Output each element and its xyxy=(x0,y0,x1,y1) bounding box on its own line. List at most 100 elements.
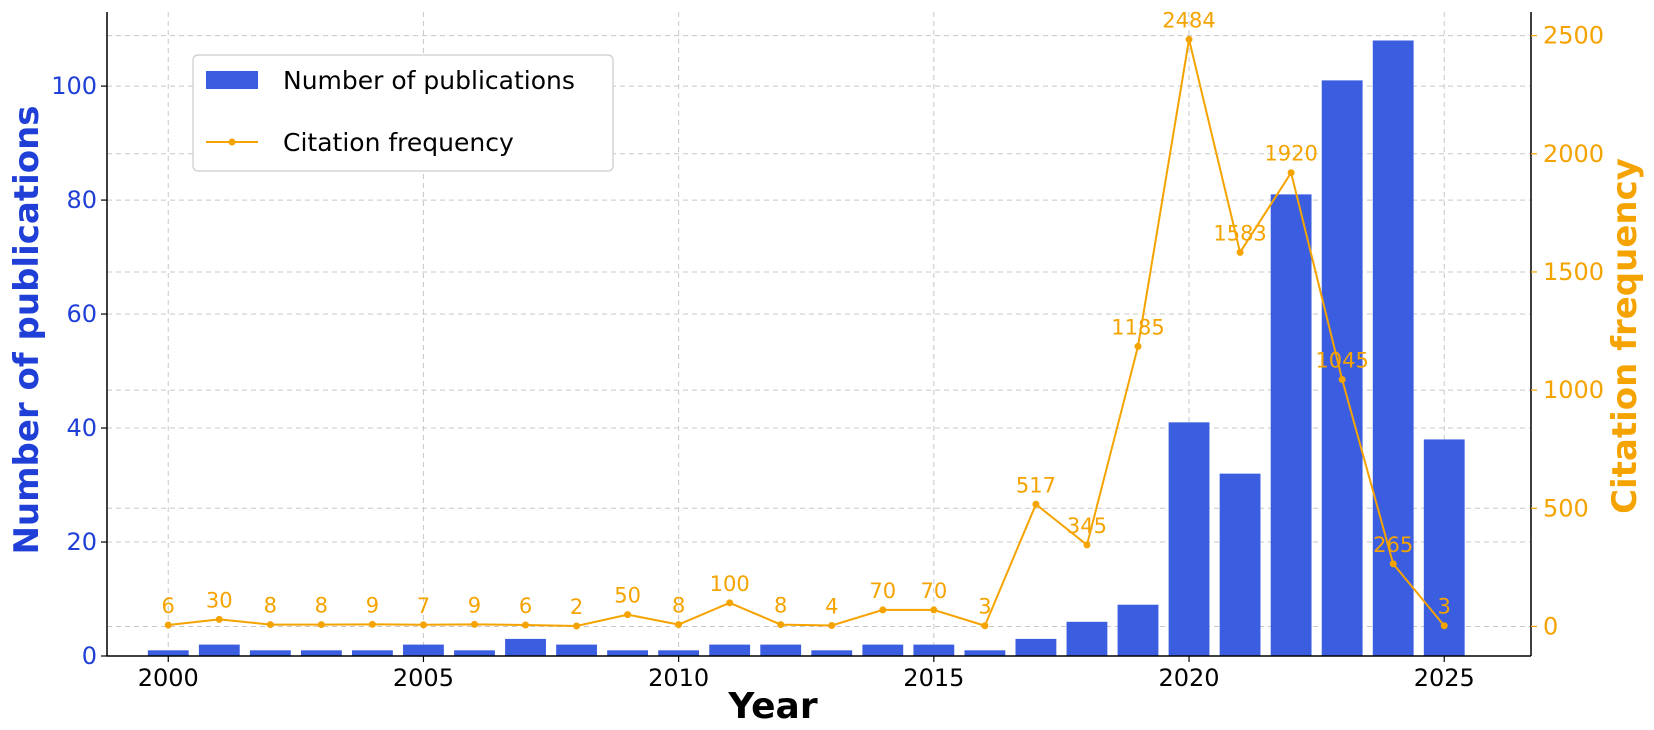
citation-data-label: 1045 xyxy=(1315,348,1368,372)
citation-point xyxy=(930,606,938,614)
citation-point xyxy=(164,621,172,629)
legend: Number of publications Citation frequenc… xyxy=(192,54,614,172)
y-tick-label-left: 80 xyxy=(66,186,97,214)
y-tick-label-right: 2500 xyxy=(1543,22,1604,50)
citation-point xyxy=(1440,622,1448,630)
citation-point xyxy=(573,622,581,630)
legend-bar-swatch xyxy=(206,71,258,89)
citation-data-label: 8 xyxy=(264,594,277,618)
citation-data-label: 50 xyxy=(614,584,641,608)
bar xyxy=(811,650,853,656)
citation-point xyxy=(879,606,887,614)
grid-layer xyxy=(107,12,1531,657)
y-tick-label-left: 0 xyxy=(82,642,97,670)
citation-data-label: 345 xyxy=(1067,514,1107,538)
legend-box xyxy=(192,54,614,172)
citation-point xyxy=(522,621,530,629)
bar xyxy=(760,644,802,656)
citation-point xyxy=(1389,560,1397,568)
y-tick-label-right: 1000 xyxy=(1543,376,1604,404)
citation-data-label: 100 xyxy=(710,572,750,596)
legend-label-publications: Number of publications xyxy=(283,66,575,95)
y-tick-label-right: 2000 xyxy=(1543,140,1604,168)
line-layer xyxy=(164,35,1448,630)
axes-layer: 2000 2005 2010 2015 2020 20250204060801000500… xyxy=(51,12,1604,692)
x-tick-label: 2025 xyxy=(1414,664,1475,692)
citation-point xyxy=(1083,541,1091,549)
citation-data-label: 8 xyxy=(672,594,685,618)
citation-data-label: 9 xyxy=(366,593,379,617)
bar xyxy=(556,644,597,656)
citation-data-label: 8 xyxy=(315,594,328,618)
bar xyxy=(1066,621,1108,656)
citation-data-label: 3 xyxy=(1438,595,1451,619)
x-tick-label: 2000 xyxy=(138,664,199,692)
bar xyxy=(709,644,751,656)
citation-data-label: 1583 xyxy=(1213,221,1266,245)
citation-point xyxy=(1338,375,1346,383)
legend-line-marker xyxy=(228,138,236,146)
citation-data-label: 8 xyxy=(774,594,787,618)
citation-data-label: 7 xyxy=(417,594,430,618)
citation-data-label: 2484 xyxy=(1162,8,1215,32)
bar xyxy=(1015,638,1057,656)
citation-point xyxy=(1134,342,1142,350)
citation-point xyxy=(215,615,223,623)
citation-point xyxy=(981,622,989,630)
citation-point xyxy=(419,621,427,629)
bar xyxy=(658,650,700,656)
citation-data-label: 3 xyxy=(978,595,991,619)
bar xyxy=(862,644,904,656)
bar xyxy=(1168,422,1210,656)
y-tick-label-left: 40 xyxy=(66,414,97,442)
citation-line xyxy=(168,39,1446,627)
citation-data-label: 265 xyxy=(1373,533,1413,557)
citation-data-label: 30 xyxy=(206,588,233,612)
citation-data-label: 6 xyxy=(519,594,532,618)
bar xyxy=(300,650,342,656)
bar xyxy=(249,650,291,656)
x-tick-label: 2015 xyxy=(903,664,964,692)
bar xyxy=(1270,194,1312,656)
bar xyxy=(454,650,495,656)
citation-point xyxy=(1032,500,1040,508)
citation-point xyxy=(266,621,274,629)
citation-point xyxy=(1236,248,1244,256)
bar xyxy=(351,650,393,656)
bar xyxy=(607,650,649,656)
bar xyxy=(1117,604,1159,656)
citation-point xyxy=(675,621,683,629)
citation-point xyxy=(1185,35,1193,43)
citation-point xyxy=(470,620,478,628)
legend-label-citations: Citation frequency xyxy=(283,128,514,157)
bar xyxy=(964,650,1006,656)
bar xyxy=(403,644,444,656)
citation-point xyxy=(777,621,785,629)
citation-point xyxy=(726,599,734,607)
bar xyxy=(1219,473,1261,656)
y-tick-label-right: 0 xyxy=(1543,612,1558,640)
x-tick-label: 2005 xyxy=(393,664,454,692)
citation-data-label: 70 xyxy=(869,579,896,603)
y-axis-label-right: Citation frequency xyxy=(1605,158,1645,514)
bar xyxy=(198,644,240,656)
x-axis-label: Year xyxy=(727,686,817,727)
citation-data-label: 70 xyxy=(920,579,947,603)
y-tick-label-left: 20 xyxy=(66,528,97,556)
citation-point xyxy=(368,620,376,628)
citation-data-label: 517 xyxy=(1016,473,1056,497)
bar xyxy=(147,650,189,656)
citation-point xyxy=(624,611,632,619)
y-axis-label-left: Number of publications xyxy=(7,105,47,554)
citation-point xyxy=(828,622,836,630)
labels-layer: 6 30 8 8 9 7 9 6 2 50 8 100 8 4 70 70 3 517 345 1185 2484 158… xyxy=(162,8,1451,619)
bar xyxy=(1372,40,1414,656)
y-tick-label-right: 1500 xyxy=(1543,258,1604,286)
citation-data-label: 1920 xyxy=(1264,142,1317,166)
y-tick-label-left: 100 xyxy=(51,72,97,100)
bar xyxy=(1321,80,1363,656)
bar xyxy=(505,638,546,656)
citation-data-label: 2 xyxy=(570,595,583,619)
bar xyxy=(913,644,955,656)
